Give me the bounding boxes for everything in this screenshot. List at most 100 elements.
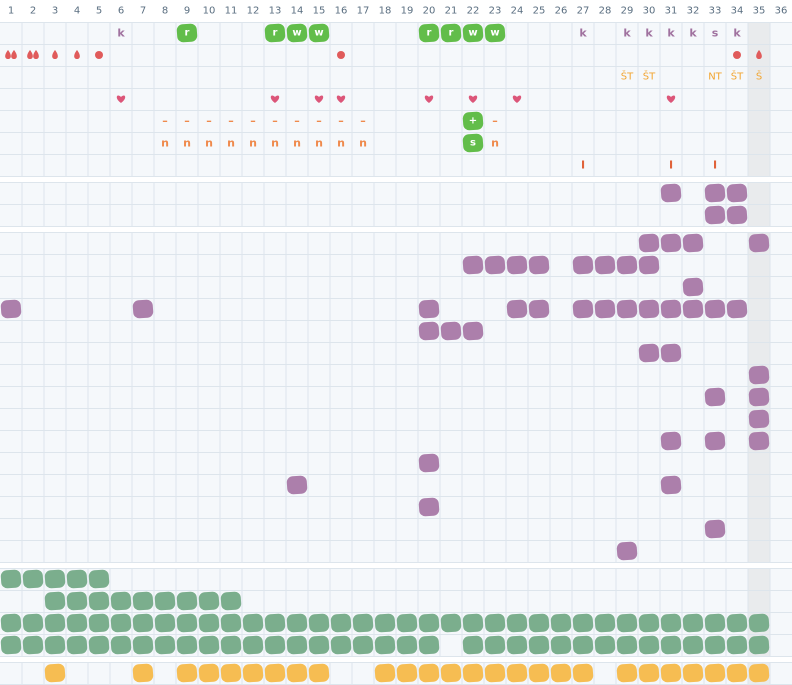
blob [704,635,726,655]
blob [704,613,726,633]
badge [264,23,286,43]
blob [132,663,154,683]
blob [22,569,44,589]
badge [440,23,462,43]
blob [506,255,528,275]
blob [660,663,682,683]
blob [440,613,462,633]
note-dash: n [337,137,345,150]
blob [594,635,616,655]
dot [733,51,741,59]
blob [0,613,22,633]
badge [286,23,308,43]
note-dash: – [360,115,366,128]
badge-text: r [427,28,432,39]
blob [660,475,682,495]
heart [336,95,346,103]
blob [330,613,352,633]
blob [198,663,220,683]
note-letter: k [667,27,675,40]
blob [88,613,110,633]
column-header: 8 [162,6,168,17]
blob [726,299,748,319]
blob [88,635,110,655]
blob [154,591,176,611]
blob [594,613,616,633]
note-dash: – [184,115,190,128]
note-dash: – [338,115,344,128]
blob [396,635,418,655]
blob [484,255,506,275]
dot [337,51,345,59]
note-dash: – [162,115,168,128]
blob [748,663,770,683]
blob [726,663,748,683]
blob [594,299,616,319]
blob [418,635,440,655]
blob [484,613,506,633]
blob [286,475,308,495]
blob [0,569,22,589]
test-label: NT [708,72,722,83]
drops [27,50,39,59]
blob [748,365,770,385]
blob [616,299,638,319]
note-dash: n [359,137,367,150]
note-dash: – [492,115,498,128]
drop [11,50,17,59]
blob [44,569,66,589]
blob [440,321,462,341]
blob [638,233,660,253]
note-mark: I [713,159,717,172]
blob [22,613,44,633]
column-header: 1 [8,6,14,17]
blob [660,183,682,203]
column-header: 20 [423,6,436,17]
note-dash: n [227,137,235,150]
blob [682,635,704,655]
blob [462,663,484,683]
blob [748,635,770,655]
blob [66,591,88,611]
column-header: 34 [731,6,744,17]
column-header: 30 [643,6,656,17]
test-label: ŠT [731,70,744,83]
blob [638,299,660,319]
blob [748,387,770,407]
test-label: Š [756,70,762,83]
blob [462,321,484,341]
blob [242,635,264,655]
note-dash: – [206,115,212,128]
blob [44,591,66,611]
blob [638,255,660,275]
badge [462,111,484,131]
blob [704,431,726,451]
column-header: 18 [379,6,392,17]
column-header: 22 [467,6,480,17]
blob [616,255,638,275]
blob [132,299,154,319]
column-header: 16 [335,6,348,17]
blob [220,591,242,611]
blob [418,613,440,633]
column-header: 36 [775,6,788,17]
blob [572,663,594,683]
column-header: 13 [269,6,282,17]
column-header: 27 [577,6,590,17]
blob [44,663,66,683]
blob [682,613,704,633]
blob [484,635,506,655]
blob [374,663,396,683]
blob [748,613,770,633]
badge [308,23,330,43]
badge [484,23,506,43]
note-dash: – [228,115,234,128]
badge-text: r [185,28,190,39]
blob [418,321,440,341]
blob [572,613,594,633]
badge [462,133,484,153]
badge [418,23,440,43]
blob [176,613,198,633]
badge-text: w [314,28,323,39]
blob [154,613,176,633]
